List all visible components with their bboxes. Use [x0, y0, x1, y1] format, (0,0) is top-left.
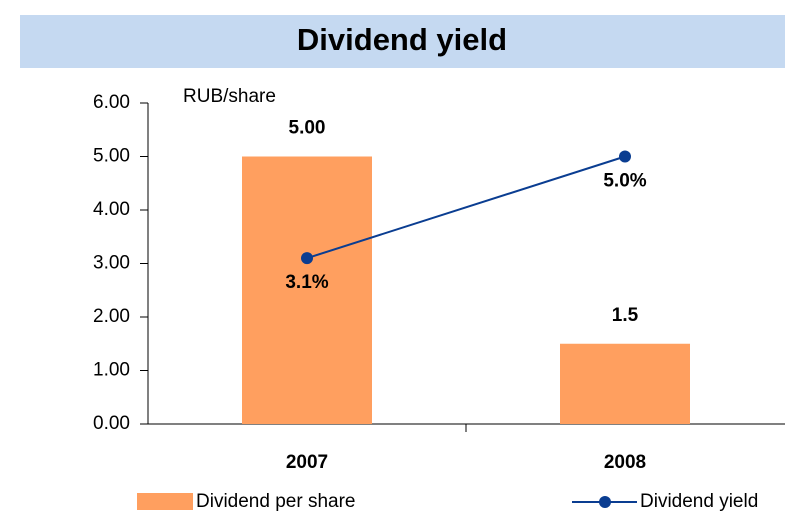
y-tick-label: 5.00: [93, 146, 130, 167]
bar: [560, 343, 690, 424]
y-tick-label: 1.00: [93, 360, 130, 381]
plot: 0.00 1.00 2.00 3.00 4.00 5.00 6.00 2007 2008 5.00…: [93, 92, 785, 512]
legend-marker: [599, 496, 611, 508]
bar-value-label: 5.00: [289, 118, 326, 139]
y-tick-label: 4.00: [93, 199, 130, 220]
y-tick-label: 2.00: [93, 306, 130, 327]
line-value-label: 3.1%: [285, 272, 328, 293]
x-tick-label: 2008: [604, 452, 646, 473]
bar-value-label: 1.5: [612, 305, 639, 326]
legend-label: Dividend per share: [196, 491, 355, 512]
y-axis-label: RUB/share: [183, 86, 276, 107]
chart-title: Dividend yield: [297, 22, 507, 57]
legend-label: Dividend yield: [640, 491, 758, 512]
y-tick-label: 3.00: [93, 253, 130, 274]
line-value-label: 5.0%: [603, 171, 646, 192]
title-banner: [20, 15, 785, 68]
legend-swatch: [137, 493, 193, 510]
line-marker: [301, 252, 313, 265]
y-tick-label: 6.00: [93, 92, 130, 113]
x-tick-label: 2007: [286, 452, 328, 473]
line: [306, 155, 626, 260]
bar: [242, 156, 372, 424]
y-tick-label: 0.00: [93, 413, 130, 434]
line-marker: [619, 150, 631, 163]
